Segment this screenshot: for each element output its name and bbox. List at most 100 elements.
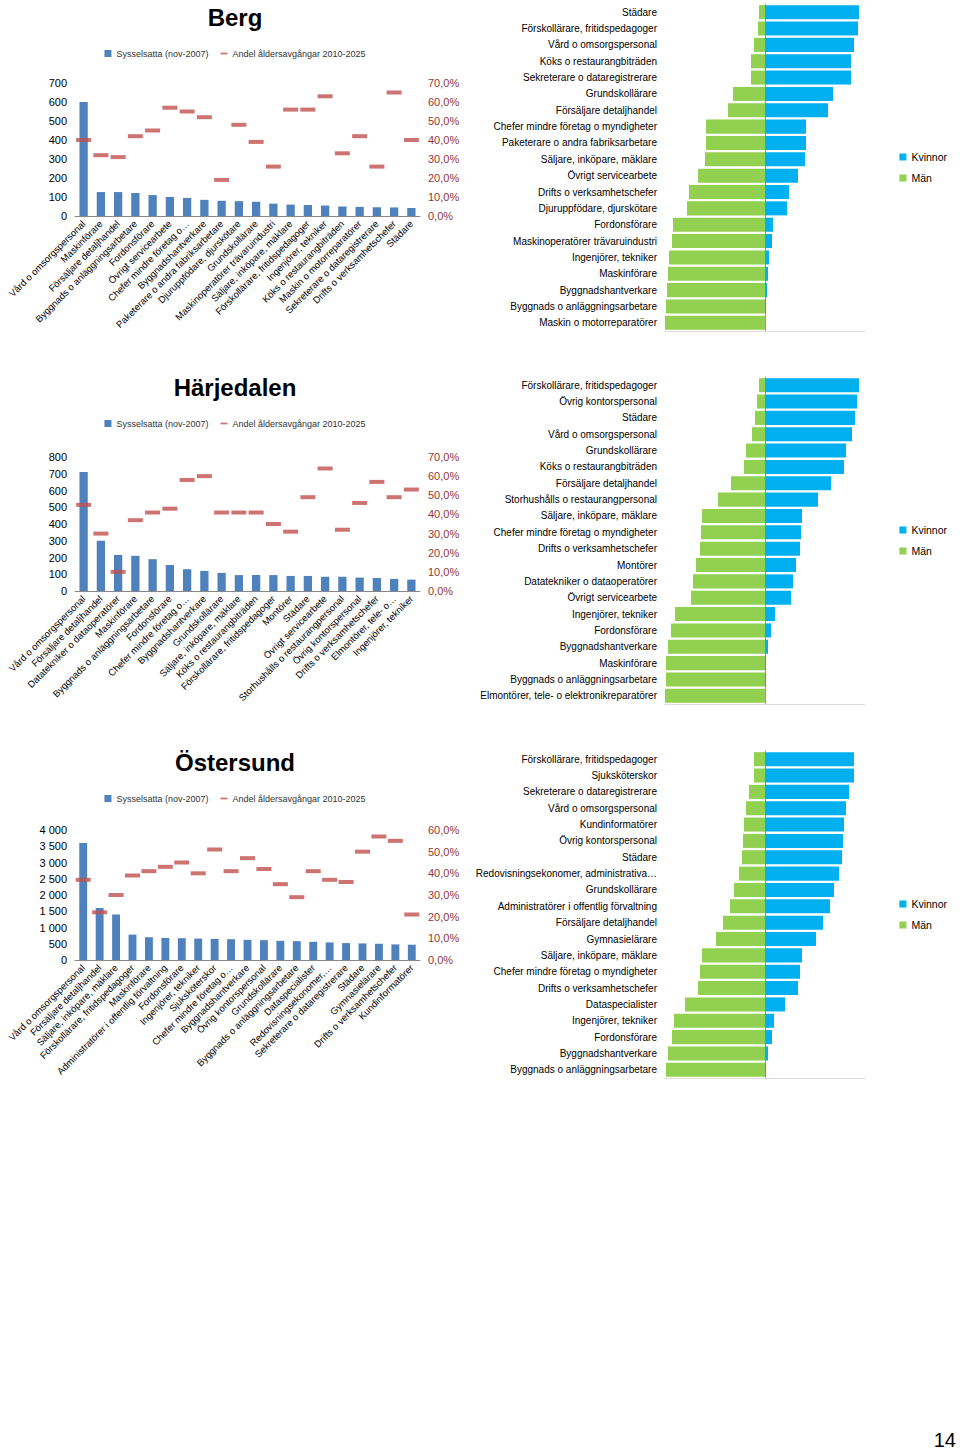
svg-text:Sysselsatta (nov-2007): Sysselsatta (nov-2007) — [116, 794, 208, 804]
svg-text:400: 400 — [49, 134, 67, 146]
svg-text:Grundskollärare: Grundskollärare — [586, 445, 658, 456]
svg-text:Säljare, inköpare, mäklare: Säljare, inköpare, mäklare — [34, 962, 120, 1048]
svg-text:0,0%: 0,0% — [428, 954, 453, 966]
svg-text:Män: Män — [911, 545, 932, 557]
svg-text:2 500: 2 500 — [39, 873, 67, 885]
svg-text:Sysselsatta (nov-2007): Sysselsatta (nov-2007) — [116, 419, 208, 429]
svg-text:Kvinnor: Kvinnor — [911, 524, 947, 536]
svg-text:Paketerare o andra fabriksarbe: Paketerare o andra fabriksarbetare — [502, 137, 658, 148]
svg-text:Förskollärare, fritidspedagoge: Förskollärare, fritidspedagoger — [521, 754, 657, 765]
svg-text:700: 700 — [49, 468, 67, 480]
svg-text:100: 100 — [49, 191, 67, 203]
svg-text:Övrigt servicearbete: Övrigt servicearbete — [568, 170, 658, 181]
svg-text:Fordonsförare: Fordonsförare — [594, 1032, 657, 1043]
svg-text:500: 500 — [49, 115, 67, 127]
svg-text:Säljare, inköpare, mäklare: Säljare, inköpare, mäklare — [541, 950, 658, 961]
svg-text:Chefer mindre företag o myndig: Chefer mindre företag o myndigheter — [494, 121, 658, 132]
svg-text:Försäljare detaljhandel: Försäljare detaljhandel — [556, 478, 657, 489]
svg-text:400: 400 — [49, 518, 67, 530]
svg-text:Sekreterare o dataregistrerare: Sekreterare o dataregistrerare — [283, 218, 381, 316]
svg-text:Övrigt servicearbete: Övrigt servicearbete — [568, 592, 658, 603]
svg-text:Kvinnor: Kvinnor — [911, 151, 947, 163]
svg-text:Byggnadshantverkare: Byggnadshantverkare — [560, 1048, 658, 1059]
svg-text:0,0%: 0,0% — [428, 585, 453, 597]
svg-text:Byggnadshantverkare: Byggnadshantverkare — [560, 641, 658, 652]
svg-text:Administratörer i offentlig fö: Administratörer i offentlig förvaltning — [498, 901, 657, 912]
svg-text:Maskinförare: Maskinförare — [599, 268, 657, 279]
svg-text:Ingenjörer, tekniker: Ingenjörer, tekniker — [572, 252, 658, 263]
svg-text:Vård o omsorgspersonal: Vård o omsorgspersonal — [548, 429, 657, 440]
svg-text:Chefer mindre företag o myndig: Chefer mindre företag o myndigheter — [494, 966, 658, 977]
svg-text:Maskinoperatörer trävaruindust: Maskinoperatörer trävaruindustri — [513, 236, 657, 247]
svg-text:Grundskollärare: Grundskollärare — [586, 884, 658, 895]
svg-text:50,0%: 50,0% — [428, 115, 459, 127]
svg-text:30,0%: 30,0% — [428, 153, 459, 165]
svg-text:600: 600 — [49, 96, 67, 108]
svg-text:Män: Män — [911, 172, 932, 184]
svg-text:40,0%: 40,0% — [428, 867, 459, 879]
svg-text:Andel åldersavgångar 2010-2025: Andel åldersavgångar 2010-2025 — [232, 419, 365, 429]
svg-text:Storhushålls o restaurangperso: Storhushålls o restaurangpersonal — [505, 494, 657, 505]
svg-text:Fordonsförare: Fordonsförare — [594, 625, 657, 636]
svg-text:30,0%: 30,0% — [428, 528, 459, 540]
svg-text:60,0%: 60,0% — [428, 824, 459, 836]
svg-text:Maskinförare: Maskinförare — [599, 658, 657, 669]
svg-text:Kundinformatörer: Kundinformatörer — [580, 819, 658, 830]
svg-text:500: 500 — [49, 501, 67, 513]
svg-text:Övrig kontorspersonal: Övrig kontorspersonal — [559, 396, 657, 407]
svg-text:200: 200 — [49, 172, 67, 184]
svg-text:3 000: 3 000 — [39, 857, 67, 869]
svg-text:50,0%: 50,0% — [428, 489, 459, 501]
svg-text:0,0%: 0,0% — [428, 210, 453, 222]
svg-text:Städare: Städare — [622, 412, 657, 423]
svg-text:Dataspecialister: Dataspecialister — [586, 999, 658, 1010]
svg-text:70,0%: 70,0% — [428, 77, 459, 89]
svg-text:Sekreterare o dataregistrerare: Sekreterare o dataregistrerare — [523, 786, 657, 797]
svg-text:Vård o omsorgspersonal: Vård o omsorgspersonal — [548, 39, 657, 50]
svg-text:Städare: Städare — [622, 7, 657, 18]
svg-text:Sysselsatta (nov-2007): Sysselsatta (nov-2007) — [116, 49, 208, 59]
svg-text:Ingenjörer, tekniker: Ingenjörer, tekniker — [572, 1015, 658, 1026]
svg-text:Städare: Städare — [622, 852, 657, 863]
svg-text:10,0%: 10,0% — [428, 191, 459, 203]
svg-text:1 500: 1 500 — [39, 905, 67, 917]
svg-text:Städare: Städare — [384, 218, 415, 249]
svg-text:Säljare, inköpare, mäklare: Säljare, inköpare, mäklare — [541, 510, 658, 521]
svg-text:3 500: 3 500 — [39, 840, 67, 852]
svg-text:Datatekniker o dataoperatörer: Datatekniker o dataoperatörer — [524, 576, 658, 587]
svg-text:4 000: 4 000 — [39, 824, 67, 836]
svg-text:20,0%: 20,0% — [428, 911, 459, 923]
svg-text:Sekreterare o dataregistrerare: Sekreterare o dataregistrerare — [523, 72, 657, 83]
svg-text:Montörer: Montörer — [617, 560, 658, 571]
svg-text:20,0%: 20,0% — [428, 172, 459, 184]
svg-text:20,0%: 20,0% — [428, 547, 459, 559]
svg-text:Köks o restaurangbiträden: Köks o restaurangbiträden — [174, 593, 260, 679]
svg-text:40,0%: 40,0% — [428, 508, 459, 520]
svg-text:100: 100 — [49, 568, 67, 580]
svg-text:Kundinformatörer: Kundinformatörer — [356, 962, 416, 1022]
svg-text:700: 700 — [49, 77, 67, 89]
svg-text:Förskollärare, fritidspedagoge: Förskollärare, fritidspedagoger — [521, 23, 657, 34]
svg-text:Män: Män — [911, 919, 932, 931]
svg-text:Ingenjörer, tekniker: Ingenjörer, tekniker — [572, 609, 658, 620]
svg-text:Elmontörer, tele- o elektronik: Elmontörer, tele- o elektronikreparatöre… — [480, 690, 657, 701]
svg-text:1 000: 1 000 — [39, 922, 67, 934]
svg-text:800: 800 — [49, 451, 67, 463]
svg-text:Drifts o verksamhetschefer: Drifts o verksamhetschefer — [538, 983, 658, 994]
svg-text:60,0%: 60,0% — [428, 470, 459, 482]
svg-text:Drifts o verksamhetschefer: Drifts o verksamhetschefer — [312, 962, 400, 1050]
svg-text:10,0%: 10,0% — [428, 932, 459, 944]
svg-text:2 000: 2 000 — [39, 889, 67, 901]
svg-text:Östersund: Östersund — [175, 749, 295, 776]
svg-text:Sjuksköterskor: Sjuksköterskor — [591, 770, 657, 781]
svg-text:Byggnads o anläggningsarbetare: Byggnads o anläggningsarbetare — [510, 1064, 657, 1075]
svg-text:40,0%: 40,0% — [428, 134, 459, 146]
svg-text:200: 200 — [49, 552, 67, 564]
svg-text:Säljare, inköpare, mäklare: Säljare, inköpare, mäklare — [541, 154, 658, 165]
svg-text:Köks o restaurangbiträden: Köks o restaurangbiträden — [540, 56, 657, 67]
svg-text:Drifts o verksamhetschefer: Drifts o verksamhetschefer — [538, 187, 658, 198]
svg-text:Ingenjörer, tekniker: Ingenjörer, tekniker — [350, 593, 415, 658]
svg-text:50,0%: 50,0% — [428, 846, 459, 858]
svg-text:Försäljare detaljhandel: Försäljare detaljhandel — [556, 105, 657, 116]
svg-text:Förskollärare, fritidspedagoge: Förskollärare, fritidspedagoger — [521, 380, 657, 391]
